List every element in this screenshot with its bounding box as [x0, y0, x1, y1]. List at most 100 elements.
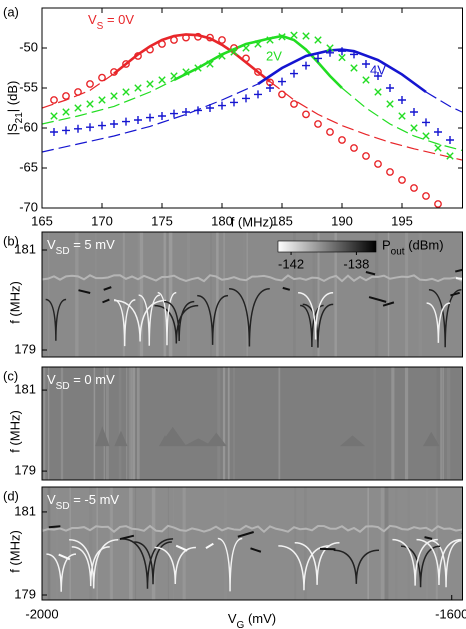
annotation: VSD = 0 mV	[47, 372, 115, 392]
y-axis-label: |S21| (dB)	[5, 81, 25, 136]
marker	[410, 124, 418, 132]
map-stripe	[223, 232, 225, 357]
x-tick-label: -1600	[435, 606, 466, 621]
panel-label: (c)	[3, 368, 18, 383]
marker	[374, 72, 382, 80]
marker	[62, 126, 70, 135]
fit-line	[42, 73, 463, 161]
marker	[182, 33, 190, 42]
marker	[158, 76, 166, 84]
fit-line	[42, 79, 463, 151]
map-dip	[430, 540, 462, 588]
map-dip	[426, 302, 451, 343]
map-streak	[102, 298, 110, 304]
map-image	[42, 232, 463, 357]
map-stripe	[349, 367, 352, 480]
map-stripe	[312, 232, 316, 357]
marker	[134, 52, 142, 60]
marker	[206, 33, 214, 42]
marker	[170, 72, 178, 80]
marker	[134, 116, 142, 124]
map-stripe	[404, 367, 409, 480]
marker	[62, 92, 70, 100]
map-stripe	[387, 232, 390, 357]
marker	[170, 36, 178, 44]
map-peak	[339, 435, 366, 447]
colorbar-label-sub: out	[391, 247, 405, 258]
marker	[158, 40, 166, 48]
plot-frame	[41, 7, 463, 209]
marker	[218, 52, 226, 60]
y-tick-label: -70	[19, 199, 38, 214]
marker	[422, 118, 430, 127]
x-tick-label: 175	[151, 213, 173, 228]
marker	[338, 47, 346, 56]
marker	[362, 152, 370, 160]
marker	[74, 88, 82, 96]
marker	[266, 84, 274, 92]
marker	[182, 108, 190, 116]
map-stripe	[151, 487, 156, 600]
map-stripe	[169, 232, 173, 357]
map-stripe	[374, 232, 379, 357]
marker	[86, 80, 94, 88]
marker	[206, 60, 214, 68]
map-stripe	[60, 367, 64, 480]
annotation-sub: SD	[56, 246, 70, 257]
map-dip	[217, 537, 243, 592]
map-streak	[205, 542, 214, 550]
colorbar	[277, 240, 377, 253]
map-streak	[382, 301, 395, 307]
colorbar-tick-label: -142	[278, 256, 304, 271]
map-stripe	[407, 487, 410, 600]
map-stripe	[94, 232, 97, 357]
map-background	[42, 232, 463, 357]
map-dip	[113, 299, 136, 347]
marker	[314, 54, 322, 63]
map-stripe	[278, 367, 281, 480]
marker	[302, 32, 310, 40]
map-stripe	[136, 367, 140, 480]
marker	[206, 104, 214, 112]
x-tick-label: 180	[211, 213, 233, 228]
map-stripe	[128, 367, 133, 480]
map-dip	[392, 538, 438, 586]
marker	[326, 128, 334, 136]
y-tick-label: -60	[19, 119, 38, 134]
map-dip	[197, 294, 229, 345]
marker	[218, 36, 226, 44]
map-stripe	[187, 232, 191, 357]
marker	[50, 112, 58, 120]
map-dip	[46, 553, 77, 592]
marker	[290, 69, 298, 78]
map-stripe	[345, 487, 349, 600]
marker	[158, 112, 166, 120]
map-stripe	[75, 232, 79, 357]
map-streak	[119, 534, 135, 541]
map-stripe	[384, 487, 389, 600]
marker	[86, 123, 94, 132]
map-streak	[282, 286, 291, 291]
panel-label: (d)	[3, 488, 19, 503]
marker	[434, 128, 442, 136]
map-stripe	[441, 367, 444, 480]
y-axis-label: f (MHz)	[7, 281, 22, 324]
map-stripe	[182, 487, 186, 600]
map-stripe	[48, 367, 50, 480]
marker	[314, 36, 322, 44]
map-band	[42, 524, 463, 534]
annotation-sub: SD	[56, 381, 70, 392]
y-tick-label: -65	[19, 159, 38, 174]
marker	[278, 77, 286, 86]
x-tick-label: -2000	[25, 606, 58, 621]
x-tick-label: 165	[31, 213, 53, 228]
marker	[386, 168, 394, 176]
marker	[194, 64, 202, 72]
marker	[122, 117, 130, 126]
marker	[194, 32, 202, 41]
marker	[86, 100, 94, 108]
y-tick-label: -55	[19, 79, 38, 94]
map-stripe	[418, 232, 423, 357]
marker	[290, 100, 298, 108]
map-stripe	[129, 487, 133, 600]
